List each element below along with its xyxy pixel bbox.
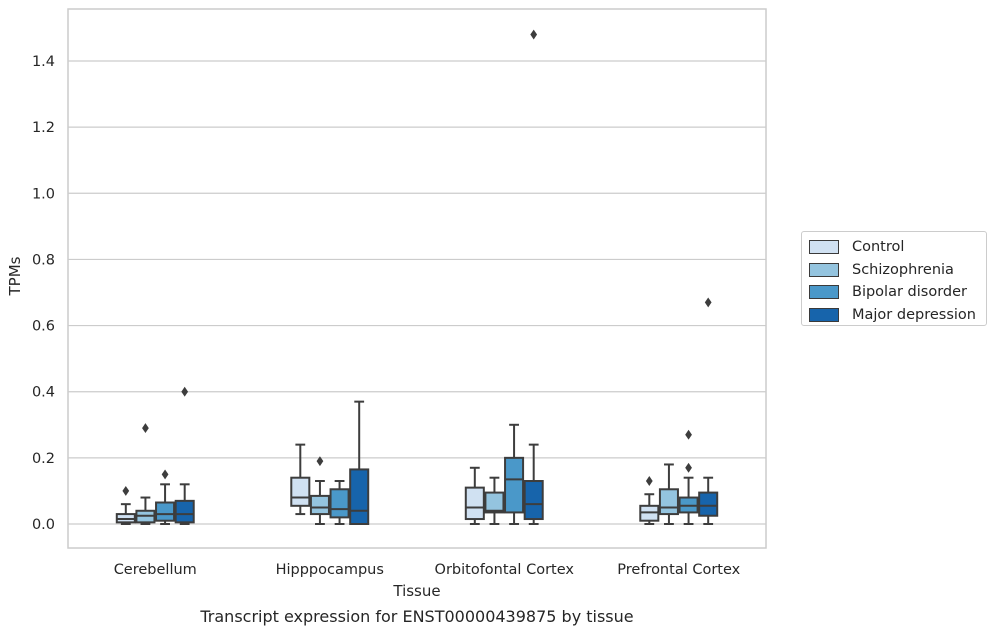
x-tick-labels: Cerebellum Hipppocampus Orbitofontal Corte… [114,562,741,578]
box-major-depression-prefrontal-cortex [698,297,719,525]
y-tick-label: 0.2 [32,451,55,467]
box-control-hipppocampus [290,443,311,516]
legend-label-schizophrenia: Schizophrenia [852,261,954,278]
box-control-prefrontal-cortex [639,476,660,525]
legend-swatch-schizophrenia [809,262,839,277]
legend-item-schizophrenia: Schizophrenia [808,259,980,282]
box-body [504,456,525,514]
box-control-orbitofontal-cortex [464,466,485,525]
y-tick-label: 0.8 [32,252,55,268]
y-axis-label: TPMs [6,256,24,296]
box-body [349,468,370,525]
legend-label-bipolar-disorder: Bipolar disorder [852,284,967,301]
y-tick-label: 1.2 [32,120,55,136]
y-tick-label: 0.4 [32,385,55,401]
x-tick-label: Cerebellum [114,562,197,578]
outlier-point [645,476,653,486]
y-tick-label: 0.6 [32,319,55,335]
box-body [484,491,505,514]
box-major-depression-cerebellum [174,386,195,525]
box-schizophrenia-hipppocampus [309,456,330,525]
y-tick-label: 0.0 [32,517,55,533]
box-body [523,480,544,521]
chart-caption: Transcript expression for ENST0000043987… [199,607,633,626]
legend-item-bipolar-disorder: Bipolar disorder [808,281,980,304]
y-tick-label: 1.4 [32,54,55,70]
box-bipolar-disorder-hipppocampus [329,480,350,525]
x-tick-label: Prefrontal Cortex [617,562,740,578]
outlier-point [685,462,692,473]
legend-swatch-control [809,240,839,255]
box-body [309,494,330,516]
box-body [155,501,176,522]
box-bipolar-disorder-cerebellum [155,469,176,525]
box-schizophrenia-prefrontal-cortex [658,463,679,525]
outlier-point [704,297,712,308]
plot-frame [67,8,767,549]
outlier-point [530,29,538,40]
box-body [290,476,311,507]
x-tick-label: Hipppocampus [276,562,384,578]
legend-swatch-bipolar-disorder [809,285,839,300]
x-tick-label: Orbitofontal Cortex [435,562,575,578]
box-schizophrenia-orbitofontal-cortex [484,476,505,525]
legend-item-control: Control [808,236,980,259]
outlier-point [142,423,149,434]
legend-swatch-major-depression [809,307,839,322]
y-tick-labels: 0.0 0.2 0.4 0.6 0.8 1.0 1.2 1.4 [32,54,55,533]
box-body [174,499,195,524]
box-body [698,491,719,517]
outlier-point [122,485,130,496]
box-major-depression-orbitofontal-cortex [523,29,544,525]
box-groups [115,29,719,525]
outlier-point [685,429,692,440]
box-control-cerebellum [115,485,136,525]
box-bipolar-disorder-orbitofontal-cortex [504,423,525,525]
y-tick-label: 1.0 [32,186,55,202]
box-bipolar-disorder-prefrontal-cortex [678,429,699,525]
box-body [464,486,485,521]
legend-label-major-depression: Major depression [852,306,976,323]
legend-item-major-depression: Major depression [808,304,980,327]
box-schizophrenia-cerebellum [135,423,156,525]
box-body [329,488,350,519]
outlier-point [316,456,324,467]
box-body [658,488,679,516]
legend-label-control: Control [852,239,905,256]
grid-lines [68,60,766,525]
box-major-depression-hipppocampus [349,400,370,525]
outlier-point [161,469,169,480]
legend: Control Schizophrenia Bipolar disorder M… [801,231,987,326]
outlier-point [181,386,189,397]
x-axis-label: Tissue [392,582,440,600]
